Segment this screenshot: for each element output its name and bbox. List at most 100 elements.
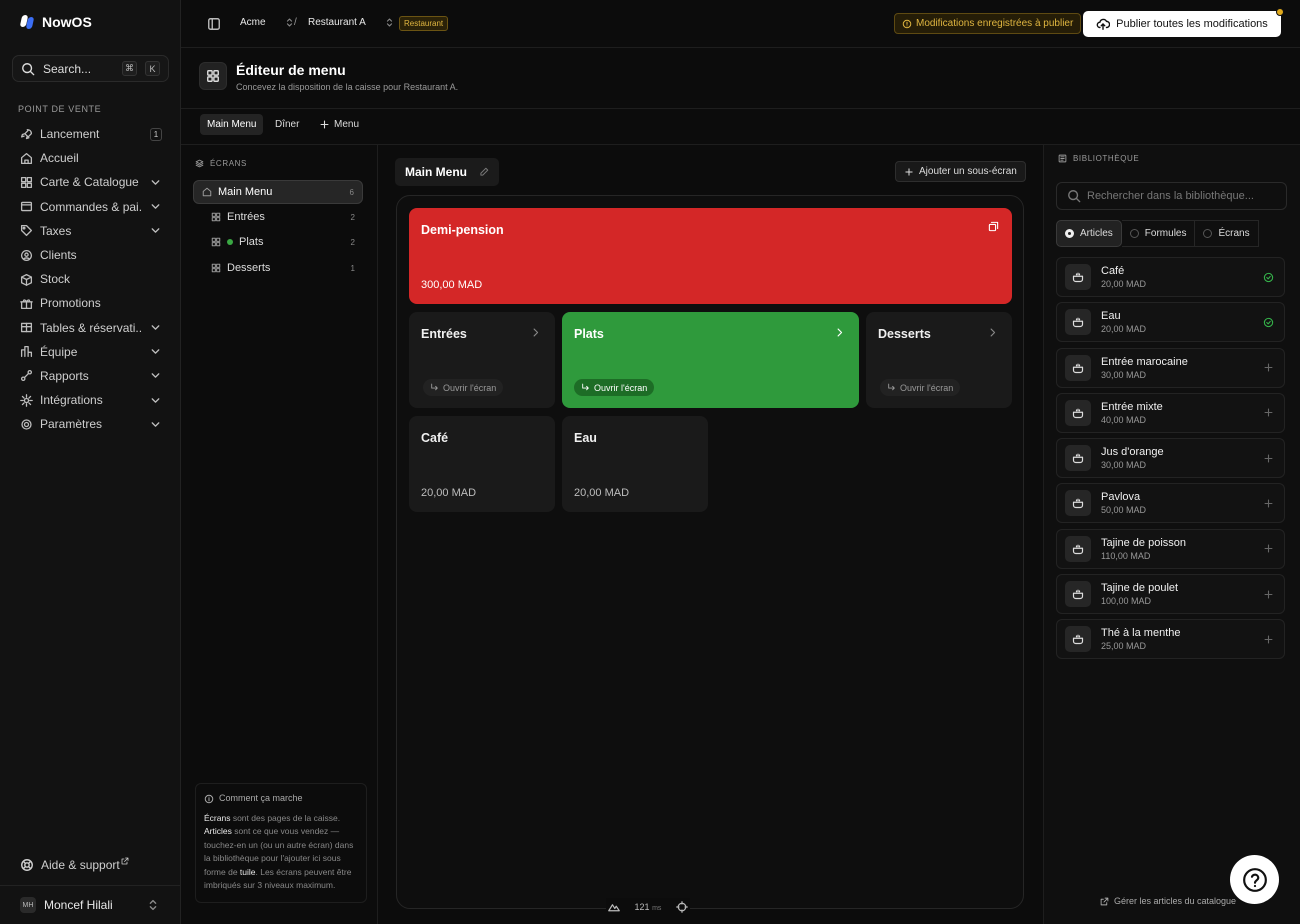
location-switcher[interactable]: Restaurant A bbox=[308, 17, 395, 28]
help-support-link[interactable]: Aide & support bbox=[20, 857, 129, 872]
home-icon bbox=[20, 152, 33, 164]
screen-item-entrees[interactable]: Entrées 2 bbox=[193, 205, 363, 229]
users-icon bbox=[20, 249, 33, 261]
screen-item-plats[interactable]: Plats 2 bbox=[193, 230, 363, 254]
screen-title[interactable]: Main Menu bbox=[395, 158, 499, 186]
tab-label: Écrans bbox=[1218, 228, 1250, 239]
sidebar-item-accueil[interactable]: Accueil bbox=[10, 146, 170, 170]
open-screen-button[interactable]: Ouvrir l'écran bbox=[574, 379, 655, 396]
plus-icon[interactable] bbox=[1263, 498, 1274, 509]
sidebar-item-clients[interactable]: Clients bbox=[10, 243, 170, 267]
sidebar-item-promotions[interactable]: Promotions bbox=[10, 291, 170, 315]
sidebar-item-integrations[interactable]: Intégrations bbox=[10, 388, 170, 412]
library-item[interactable]: Jus d'orange 30,00 MAD bbox=[1056, 438, 1285, 479]
tab-articles[interactable]: Articles bbox=[1056, 220, 1122, 247]
plus-icon[interactable] bbox=[1263, 634, 1274, 645]
cooking-pot-icon bbox=[1072, 272, 1084, 283]
chevrons-up-down-icon bbox=[386, 18, 392, 27]
sidebar-item-label: Promotions bbox=[40, 296, 101, 311]
add-menu-button[interactable]: Menu bbox=[312, 114, 366, 135]
grid-icon bbox=[211, 212, 221, 222]
org-name: Acme bbox=[240, 17, 266, 28]
alert-circle-icon bbox=[902, 19, 912, 28]
library-item[interactable]: Tajine de poisson 110,00 MAD bbox=[1056, 528, 1285, 569]
tab-diner[interactable]: Dîner bbox=[268, 114, 306, 135]
plus-icon[interactable] bbox=[1263, 589, 1274, 600]
manage-label: Gérer les articles du catalogue bbox=[1114, 896, 1237, 906]
library-tabs: Articles Formules Écrans bbox=[1056, 220, 1259, 247]
tab-formules[interactable]: Formules bbox=[1121, 220, 1195, 247]
sidebar-item-label: Équipe bbox=[40, 344, 78, 359]
library-icon bbox=[1058, 154, 1067, 163]
tab-ecrans[interactable]: Écrans bbox=[1194, 220, 1259, 247]
tile-name: Demi-pension bbox=[421, 223, 504, 237]
item-price: 30,00 MAD bbox=[1101, 460, 1147, 471]
library-item[interactable]: Pavlova 50,00 MAD bbox=[1056, 483, 1285, 524]
howto-text-part: . Les écrans peuvent être imbriqués sur … bbox=[204, 866, 352, 891]
search-box[interactable]: Search... ⌘ K bbox=[12, 55, 169, 82]
tab-label: Articles bbox=[1080, 228, 1113, 239]
screen-item-main-menu[interactable]: Main Menu 6 bbox=[193, 180, 363, 204]
sidebar-item-commandes[interactable]: Commandes & pai... bbox=[10, 195, 170, 219]
sidebar-item-stock[interactable]: Stock bbox=[10, 267, 170, 291]
open-screen-button[interactable]: Ouvrir l'écran bbox=[423, 379, 504, 396]
sidebar-item-label: Rapports bbox=[40, 368, 89, 383]
org-switcher[interactable]: Acme bbox=[240, 17, 295, 28]
tile-desserts[interactable]: Desserts Ouvrir l'écran bbox=[866, 312, 1012, 408]
howto-text-part: sont ce que vous vendez — touchez-en un … bbox=[204, 826, 354, 877]
tile-price: 20,00 MAD bbox=[574, 487, 630, 499]
library-search-input[interactable]: Rechercher dans la bibliothèque... bbox=[1056, 182, 1287, 210]
library-item[interactable]: Thé à la menthe 25,00 MAD bbox=[1056, 619, 1285, 660]
corner-arrow-icon bbox=[888, 383, 895, 391]
plus-icon[interactable] bbox=[1263, 543, 1274, 554]
library-item[interactable]: Eau 20,00 MAD bbox=[1056, 302, 1285, 343]
item-thumb bbox=[1065, 535, 1091, 562]
library-item[interactable]: Tajine de poulet 100,00 MAD bbox=[1056, 574, 1285, 615]
screens-label: ÉCRANS bbox=[210, 159, 247, 168]
tile-demi-pension[interactable]: Demi-pension 300,00 MAD bbox=[409, 208, 1012, 304]
item-price: 40,00 MAD bbox=[1101, 414, 1147, 425]
tile-eau[interactable]: Eau 20,00 MAD bbox=[562, 416, 708, 512]
library-header: BIBLIOTHÈQUE bbox=[1058, 154, 1139, 163]
open-screen-button[interactable]: Ouvrir l'écran bbox=[880, 379, 961, 396]
plus-icon[interactable] bbox=[1263, 407, 1274, 418]
user-menu[interactable]: MH Moncef Hilali bbox=[0, 885, 180, 924]
cooking-pot-icon bbox=[1072, 453, 1084, 464]
item-thumb bbox=[1065, 399, 1091, 426]
timing-unit: ms bbox=[652, 905, 662, 912]
sidebar-item-carte[interactable]: Carte & Catalogue bbox=[10, 170, 170, 194]
sidebar-item-taxes[interactable]: Taxes bbox=[10, 219, 170, 243]
tab-main-menu[interactable]: Main Menu bbox=[200, 114, 264, 135]
item-name: Entrée mixte bbox=[1101, 400, 1163, 413]
library-item[interactable]: Entrée marocaine 30,00 MAD bbox=[1056, 347, 1285, 388]
tab-label: Dîner bbox=[275, 119, 300, 130]
library-item[interactable]: Café 20,00 MAD bbox=[1056, 257, 1285, 297]
brand[interactable]: NowOS bbox=[19, 14, 92, 30]
tile-plats[interactable]: Plats Ouvrir l'écran bbox=[562, 312, 859, 408]
tile-entrees[interactable]: Entrées Ouvrir l'écran bbox=[409, 312, 555, 408]
sidebar-toggle-button[interactable] bbox=[207, 17, 221, 31]
plus-icon[interactable] bbox=[1263, 362, 1274, 373]
library-list: Café 20,00 MAD Eau 20,00 MAD Entrée maroca… bbox=[1056, 257, 1285, 665]
sidebar-item-rapports[interactable]: Rapports bbox=[10, 364, 170, 388]
sidebar-item-parametres[interactable]: Paramètres bbox=[10, 412, 170, 436]
publish-all-button[interactable]: Publier toutes les modifications bbox=[1083, 8, 1284, 37]
sidebar-item-lancement[interactable]: Lancement 1 bbox=[10, 122, 170, 146]
item-name: Tajine de poulet bbox=[1101, 582, 1179, 595]
sidebar-item-label: Lancement bbox=[40, 127, 100, 142]
item-name: Tajine de poisson bbox=[1101, 536, 1187, 549]
open-screen-label: Ouvrir l'écran bbox=[900, 382, 954, 393]
crosshair-icon[interactable] bbox=[676, 901, 688, 913]
plus-icon[interactable] bbox=[1263, 453, 1274, 464]
add-subscreen-button[interactable]: Ajouter un sous-écran bbox=[895, 161, 1026, 182]
tile-cafe[interactable]: Café 20,00 MAD bbox=[409, 416, 555, 512]
screen-label: Main Menu bbox=[218, 186, 273, 198]
menu-tabs: Main Menu Dîner Menu bbox=[181, 109, 1300, 145]
sidebar-item-tables[interactable]: Tables & réservati... bbox=[10, 316, 170, 340]
library-item[interactable]: Entrée mixte 40,00 MAD bbox=[1056, 392, 1285, 433]
manage-catalog-link[interactable]: Gérer les articles du catalogue bbox=[1100, 896, 1236, 906]
page-header: Éditeur de menu Concevez la disposition … bbox=[181, 48, 1300, 109]
sidebar-item-equipe[interactable]: Équipe bbox=[10, 340, 170, 364]
help-fab-button[interactable] bbox=[1230, 855, 1279, 904]
screen-item-desserts[interactable]: Desserts 1 bbox=[193, 256, 363, 280]
